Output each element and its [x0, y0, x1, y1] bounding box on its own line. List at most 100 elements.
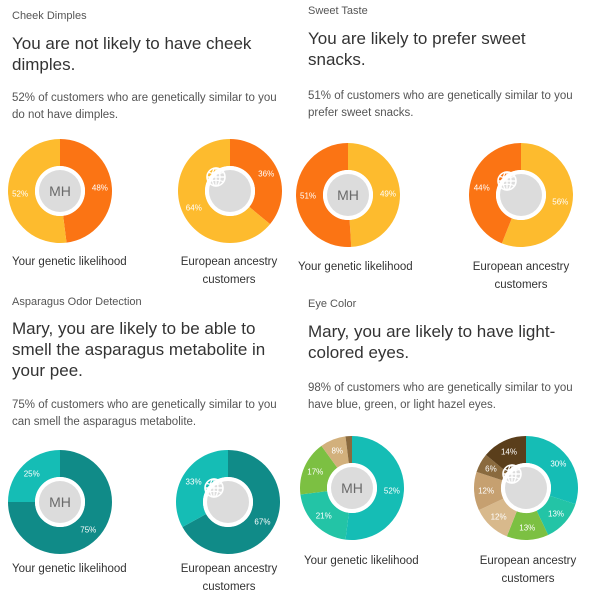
caption-your-likelihood: Your genetic likelihood: [12, 563, 127, 575]
trait-category: Asparagus Odor Detection: [12, 296, 142, 308]
donut-your-likelihood: 48% 52% MH: [8, 139, 112, 243]
donut-center: MH: [35, 166, 85, 216]
donut-segment: [485, 436, 526, 473]
donut-your-likelihood: 49% 51% MH: [296, 143, 400, 247]
donut-segment: [230, 139, 282, 225]
globe-icon: [497, 171, 542, 216]
globe-icon: [502, 464, 547, 509]
donut-segment: [345, 436, 404, 540]
donut-segment: [469, 143, 521, 244]
donut-svg: [469, 143, 573, 247]
donut-center: [205, 166, 255, 216]
donut-segment: [345, 436, 352, 464]
donut-center: [203, 477, 253, 527]
donut-center: MH: [35, 477, 85, 527]
donut-segment: [300, 445, 338, 495]
donut-segment: [8, 450, 60, 502]
globe-icon-svg: [497, 171, 517, 191]
segment-percent-label: 21%: [315, 511, 332, 521]
segment-percent-label: 67%: [254, 517, 271, 527]
segment-percent-label: 56%: [552, 197, 569, 207]
donut-segment: [506, 510, 549, 540]
trait-description: 52% of customers who are genetically sim…: [12, 92, 277, 121]
caption-ancestry: European ancestry customers: [180, 256, 278, 286]
caption-ancestry: European ancestry customers: [180, 563, 278, 593]
segment-percent-label: 33%: [185, 477, 202, 487]
donut-segment: [300, 491, 349, 540]
user-avatar-initials: MH: [327, 174, 369, 216]
trait-headline: Mary, you are likely to have light-color…: [308, 322, 556, 362]
caption-your-likelihood: Your genetic likelihood: [304, 555, 419, 567]
segment-percent-label: 44%: [473, 183, 490, 192]
globe-icon-svg: [204, 478, 224, 498]
trait-headline: Mary, you are likely to be able to smell…: [12, 319, 266, 380]
segment-percent-label: 36%: [258, 169, 275, 179]
segment-percent-label: 13%: [547, 509, 565, 519]
trait-category: Eye Color: [308, 298, 357, 310]
donut-segment: [8, 450, 112, 554]
globe-icon-svg: [206, 167, 226, 187]
segment-percent-label: 12%: [490, 512, 507, 522]
caption-your-likelihood: Your genetic likelihood: [298, 261, 413, 273]
trait-description: 51% of customers who are genetically sim…: [308, 90, 573, 119]
user-avatar-initials: MH: [39, 481, 81, 523]
segment-percent-label: 51%: [300, 191, 317, 201]
donut-ancestry: 56% 44%: [469, 143, 573, 247]
segment-percent-label: 52%: [12, 189, 29, 198]
donut-ancestry: 36% 64%: [178, 139, 282, 243]
segment-percent-label: 13%: [519, 523, 536, 533]
donut-svg: [300, 436, 404, 540]
globe-icon-svg: [502, 464, 522, 484]
segment-percent-label: 12%: [478, 486, 495, 495]
segment-percent-label: 8%: [331, 446, 344, 456]
caption-your-likelihood: Your genetic likelihood: [12, 256, 127, 268]
donut-segment: [474, 471, 504, 511]
donut-center: [496, 170, 546, 220]
donut-segment: [296, 143, 352, 247]
trait-card-asparagus-odor[interactable]: Asparagus Odor Detection Mary, you are l…: [0, 296, 296, 593]
segment-percent-label: 6%: [485, 464, 497, 474]
segment-percent-label: 14%: [500, 447, 517, 457]
donut-center: MH: [327, 463, 377, 513]
donut-segment: [182, 450, 280, 554]
trait-description: 98% of customers who are genetically sim…: [308, 382, 573, 411]
segment-percent-label: 49%: [379, 189, 396, 199]
donut-svg: [176, 450, 280, 554]
donut-segment: [178, 139, 271, 243]
segment-percent-label: 75%: [80, 525, 97, 535]
donut-segment: [60, 139, 112, 243]
segment-percent-label: 52%: [383, 486, 400, 495]
donut-segment: [476, 454, 507, 481]
trait-headline: You are not likely to have cheek dimples…: [12, 34, 252, 74]
trait-card-sweet-taste[interactable]: Sweet Taste You are likely to prefer swe…: [296, 0, 592, 296]
trait-category: Cheek Dimples: [12, 10, 87, 22]
segment-percent-label: 25%: [23, 469, 40, 479]
donut-svg: [296, 143, 400, 247]
donut-segment: [536, 495, 576, 536]
donut-svg: [178, 139, 282, 243]
donut-svg: [8, 139, 112, 243]
trait-headline: You are likely to prefer sweet snacks.: [308, 29, 526, 69]
donut-ancestry: 30% 13% 13% 12% 12% 6% 14%: [474, 436, 578, 540]
trait-card-eye-color[interactable]: Eye Color Mary, you are likely to have l…: [296, 296, 592, 592]
donut-center: MH: [323, 170, 373, 220]
donut-segment: [176, 450, 228, 528]
donut-segment: [478, 498, 517, 537]
donut-center: [501, 463, 551, 513]
trait-category: Sweet Taste: [308, 5, 368, 17]
donut-ancestry: 67% 33%: [176, 450, 280, 554]
segment-percent-label: 48%: [91, 183, 108, 193]
donut-your-likelihood: 75% 25% MH: [8, 450, 112, 554]
user-avatar-initials: MH: [39, 170, 81, 212]
donut-svg: [8, 450, 112, 554]
globe-icon: [206, 167, 251, 212]
donut-segment: [526, 436, 578, 505]
segment-percent-label: 17%: [307, 467, 324, 477]
segment-percent-label: 64%: [185, 203, 202, 213]
donut-your-likelihood: 52% 21% 17% 8% MH: [300, 436, 404, 540]
donut-segment: [501, 143, 573, 247]
user-avatar-initials: MH: [331, 467, 373, 509]
caption-ancestry: European ancestry customers: [472, 261, 570, 291]
globe-icon: [204, 478, 249, 523]
trait-card-cheek-dimples[interactable]: Cheek Dimples You are not likely to have…: [0, 0, 296, 296]
